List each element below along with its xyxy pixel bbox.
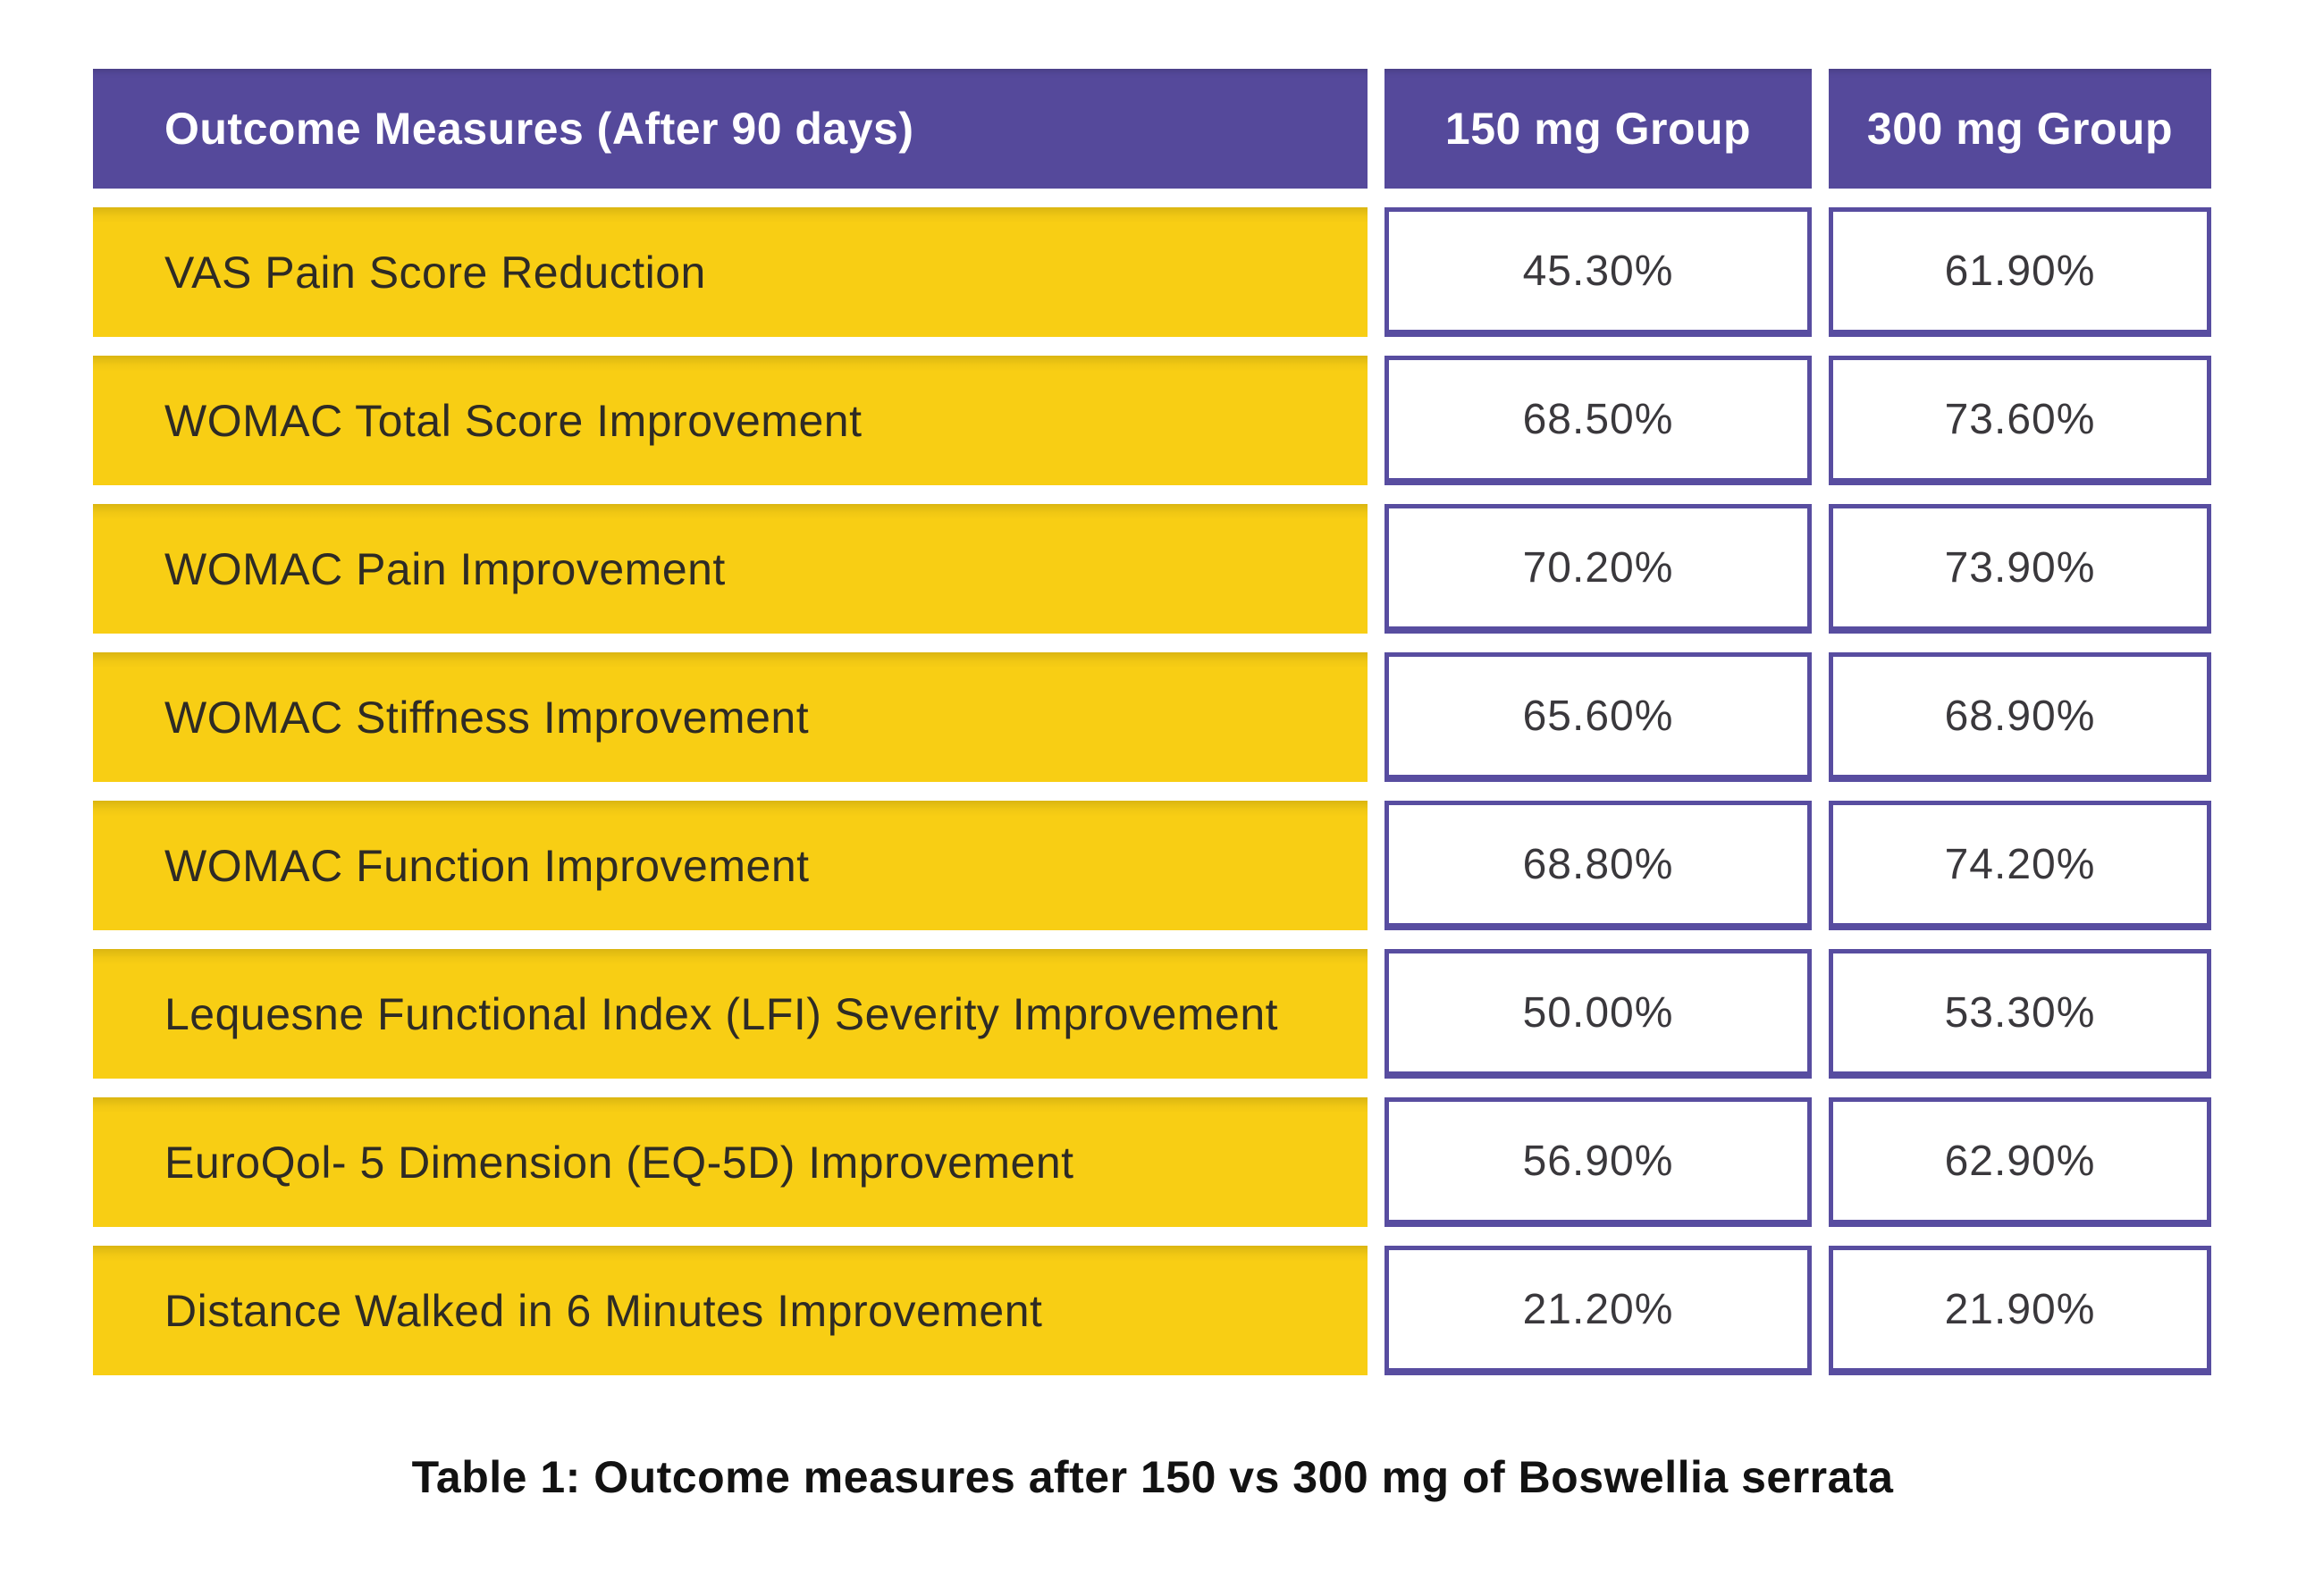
value-300mg-cell: 61.90%	[1829, 207, 2211, 337]
header-outcome-measures: Outcome Measures (After 90 days)	[93, 69, 1368, 189]
outcome-label-cell: WOMAC Stiffness Improvement	[93, 652, 1368, 782]
value-300mg-cell: 73.60%	[1829, 356, 2211, 485]
value-300mg-cell: 62.90%	[1829, 1097, 2211, 1227]
value-150mg-cell: 56.90%	[1384, 1097, 1812, 1227]
outcome-label-cell: WOMAC Function Improvement	[93, 801, 1368, 930]
value-150mg-cell: 50.00%	[1384, 949, 1812, 1079]
value-150mg-cell: 68.50%	[1384, 356, 1812, 485]
table-caption: Table 1: Outcome measures after 150 vs 3…	[411, 1452, 1894, 1502]
value-150mg-cell: 45.30%	[1384, 207, 1812, 337]
value-300mg-cell: 53.30%	[1829, 949, 2211, 1079]
value-150mg-cell: 65.60%	[1384, 652, 1812, 782]
value-300mg-cell: 73.90%	[1829, 504, 2211, 634]
value-300mg-cell: 74.20%	[1829, 801, 2211, 930]
value-300mg-cell: 68.90%	[1829, 652, 2211, 782]
header-300mg-group: 300 mg Group	[1829, 69, 2211, 189]
outcome-label-cell: Lequesne Functional Index (LFI) Severity…	[93, 949, 1368, 1079]
header-150mg-group: 150 mg Group	[1384, 69, 1812, 189]
value-300mg-cell: 21.90%	[1829, 1246, 2211, 1375]
outcome-label-cell: WOMAC Pain Improvement	[93, 504, 1368, 634]
value-150mg-cell: 68.80%	[1384, 801, 1812, 930]
outcome-label-cell: WOMAC Total Score Improvement	[93, 356, 1368, 485]
value-150mg-cell: 21.20%	[1384, 1246, 1812, 1375]
value-150mg-cell: 70.20%	[1384, 504, 1812, 634]
outcome-table: Outcome Measures (After 90 days) 150 mg …	[93, 69, 2211, 1375]
outcome-label-cell: Distance Walked in 6 Minutes Improvement	[93, 1246, 1368, 1375]
outcome-label-cell: EuroQol- 5 Dimension (EQ-5D) Improvement	[93, 1097, 1368, 1227]
outcome-label-cell: VAS Pain Score Reduction	[93, 207, 1368, 337]
